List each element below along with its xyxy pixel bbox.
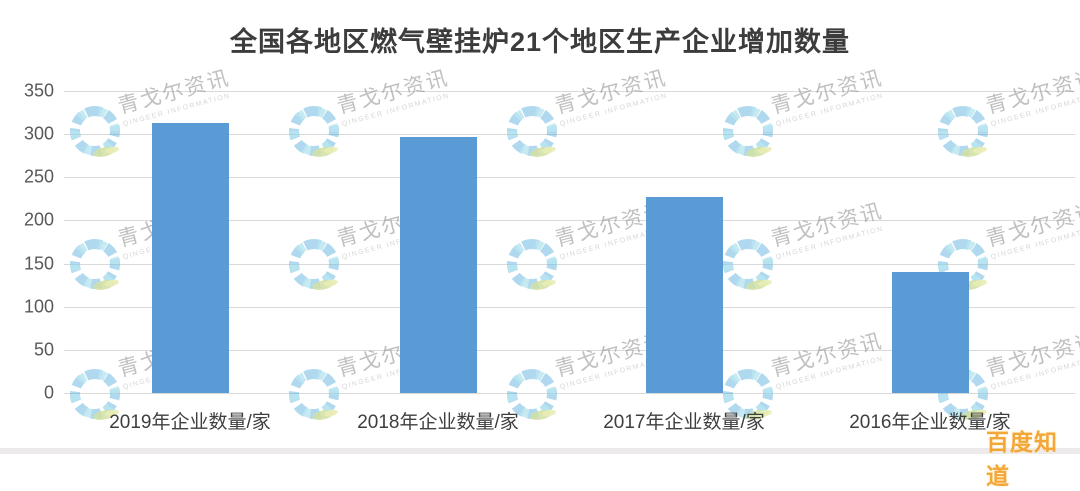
gridline-y-150 <box>64 263 1075 265</box>
bar-2016年 <box>891 272 969 393</box>
gridline-y-0 <box>64 393 1075 394</box>
y-axis-tick-200: 200 <box>23 209 54 230</box>
bar-2017年 <box>645 197 723 393</box>
x-axis-label-2019年: 2019年企业数量/家 <box>109 412 271 433</box>
x-axis-label-2016年: 2016年企业数量/家 <box>849 412 1011 433</box>
baidu-zhidao-watermark: 百度知道 <box>986 429 1058 489</box>
segmented-ring-leaf-icon <box>934 102 992 165</box>
segmented-ring-leaf-icon <box>285 235 343 298</box>
gridline-y-200 <box>64 220 1075 222</box>
gridline-y-100 <box>64 306 1075 308</box>
segmented-ring-leaf-icon <box>503 235 561 298</box>
y-axis-tick-350: 350 <box>23 80 54 101</box>
gridline-y-50 <box>64 349 1075 351</box>
segmented-ring-leaf-icon <box>719 235 777 298</box>
segmented-ring-leaf-icon <box>285 102 343 165</box>
segmented-ring-leaf-icon <box>503 365 561 428</box>
y-axis-tick-0: 0 <box>43 382 54 403</box>
y-axis-tick-150: 150 <box>23 253 54 274</box>
y-axis-tick-300: 300 <box>23 123 54 144</box>
segmented-ring-leaf-icon <box>66 365 124 428</box>
gridline-y-250 <box>64 177 1075 179</box>
gridline-y-350 <box>64 91 1075 92</box>
segmented-ring-leaf-icon <box>66 235 124 298</box>
bar-2018年 <box>399 136 477 393</box>
y-axis-tick-250: 250 <box>23 166 54 187</box>
segmented-ring-leaf-icon <box>66 102 124 165</box>
segmented-ring-leaf-icon <box>719 102 777 165</box>
bar-2019年 <box>151 122 229 393</box>
segmented-ring-leaf-icon <box>285 365 343 428</box>
segmented-ring-leaf-icon <box>503 102 561 165</box>
y-axis-tick-50: 50 <box>33 339 54 360</box>
y-axis-tick-100: 100 <box>23 296 54 317</box>
gridline-y-300 <box>64 134 1075 136</box>
bottom-edge-strip <box>0 448 1080 454</box>
chart-title: 全国各地区燃气壁挂炉21个地区生产企业增加数量 <box>229 27 851 57</box>
x-axis-label-2017年: 2017年企业数量/家 <box>603 412 765 433</box>
x-axis-label-2018年: 2018年企业数量/家 <box>357 412 519 433</box>
segmented-ring-leaf-icon <box>719 365 777 428</box>
